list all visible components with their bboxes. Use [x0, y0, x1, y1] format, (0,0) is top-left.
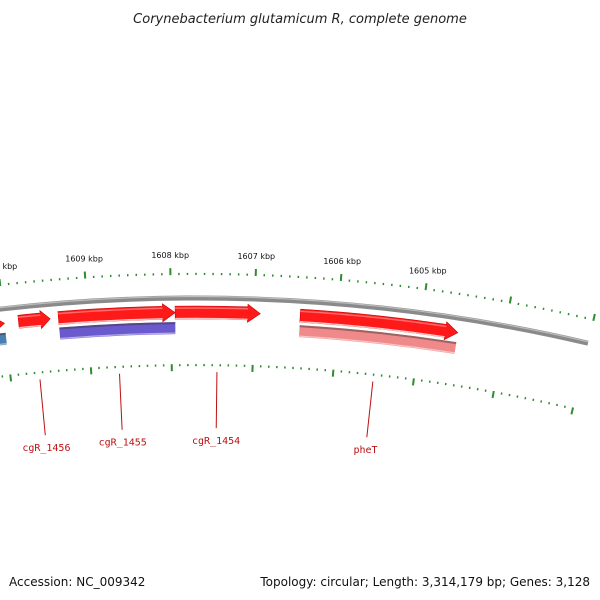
genome-backbone — [0, 295, 589, 346]
gene-arrow-edge — [175, 317, 248, 320]
cds-block-bottom-edge — [60, 332, 176, 340]
gene-label: cgR_1454 — [192, 436, 240, 447]
outer-major-tick — [592, 313, 596, 322]
cds-block-bottom-edge — [298, 335, 455, 354]
inner-major-tick — [570, 407, 574, 415]
inner-major-tick — [9, 374, 13, 382]
outer-major-tick — [424, 283, 428, 291]
tick-label: 1607 kbp — [237, 252, 275, 261]
gene-arrow-edge — [19, 324, 42, 329]
cds-block — [59, 322, 176, 340]
cds-block — [298, 325, 457, 354]
genome-summary-text: Topology: circular; Length: 3,314,179 bp… — [259, 575, 590, 589]
outer-scale: 1605 kbp 1606 kbp 1607 kbp 1608 kbp 1609 kbp… — [0, 251, 596, 322]
gene-arrow-edge — [58, 318, 163, 325]
cds-block — [0, 332, 7, 346]
outer-major-tick — [508, 296, 513, 304]
accession-text: Accession: NC_009342 — [9, 575, 145, 589]
backbone-highlight — [0, 295, 589, 343]
cds-block-top-edge — [299, 325, 457, 345]
tick-label: 1606 kbp — [323, 257, 361, 266]
inner-scale — [1, 364, 574, 415]
gene-arrow-edge — [299, 321, 445, 338]
gene-leader-line — [366, 381, 374, 438]
gene-label: cgR_1455 — [99, 438, 147, 449]
cds-block-bottom-edge — [0, 343, 7, 346]
gene-arrow-shine — [175, 307, 248, 310]
inner-major-tick — [491, 390, 495, 399]
gene-arrow-shine — [300, 310, 447, 328]
gene-track — [0, 303, 459, 341]
gene-label: cgR_1456 — [22, 443, 70, 454]
gene-arrow-shine — [18, 314, 41, 319]
tick-label: 1608 kbp — [151, 251, 189, 260]
inner-major-tick — [331, 369, 335, 377]
gene-arrow-shine — [58, 307, 163, 315]
tick-label: 1610 kbp — [0, 262, 17, 271]
cds-block-top-edge — [0, 332, 6, 336]
tick-label: 1609 kbp — [65, 255, 103, 264]
gene-leader-line — [215, 372, 218, 429]
backbone-line — [0, 295, 589, 346]
cds-track — [0, 322, 457, 354]
gene-leader-line — [119, 373, 123, 430]
tick-label: 1605 kbp — [409, 266, 447, 275]
map-title: Corynebacterium glutamicum R, complete g… — [133, 12, 467, 27]
gene-arrow — [57, 303, 176, 325]
inner-major-tick — [411, 378, 415, 386]
outer-major-tick — [339, 273, 343, 282]
gene-arrow — [0, 320, 5, 328]
cds-block-top-edge — [59, 322, 176, 330]
gene-leader-line — [39, 379, 46, 436]
gene-label: pheT — [353, 445, 377, 456]
